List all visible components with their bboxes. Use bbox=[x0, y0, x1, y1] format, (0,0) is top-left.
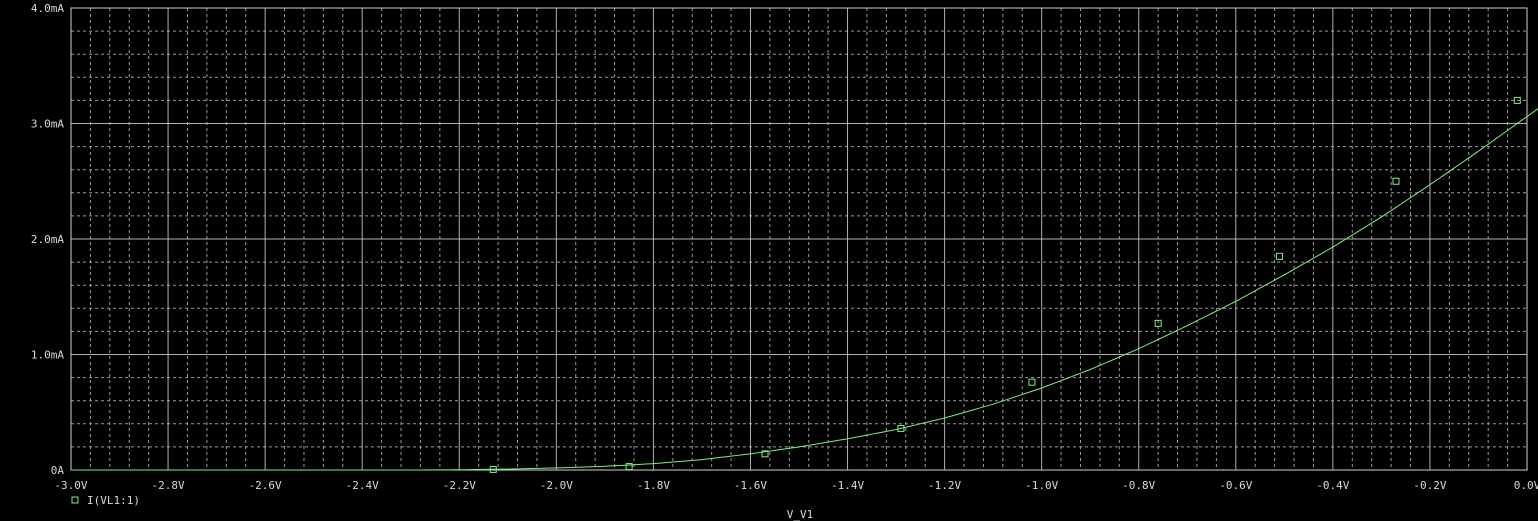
grid-layer bbox=[70, 7, 1528, 471]
x-tick-label: -2.6V bbox=[249, 479, 282, 492]
x-tick-label: -1.0V bbox=[1025, 479, 1058, 492]
tick-label-layer: -3.0V -2.8V -2.6V -2.4V -2.2V -2.0V -1.8V -1.6V… bbox=[31, 2, 1538, 492]
x-tick-label: -0.8V bbox=[1122, 479, 1155, 492]
plot-border bbox=[70, 7, 1528, 471]
x-tick-label: -2.4V bbox=[346, 479, 379, 492]
data-point-marker bbox=[625, 463, 633, 471]
legend-label: I(VL1:1) bbox=[87, 494, 140, 507]
x-axis-title: V_V1 bbox=[787, 508, 814, 521]
x-tick-label: -2.2V bbox=[443, 479, 476, 492]
trace-layer bbox=[71, 96, 1538, 473]
data-point-marker bbox=[897, 424, 905, 432]
data-point-marker bbox=[1275, 252, 1283, 260]
y-tick-label: 1.0mA bbox=[31, 349, 64, 362]
series-line-i-vl1-1- bbox=[71, 108, 1538, 471]
x-tick-label: -0.2V bbox=[1413, 479, 1446, 492]
y-tick-label: 4.0mA bbox=[31, 2, 64, 15]
legend[interactable]: I(VL1:1) bbox=[71, 494, 140, 507]
x-tick-label: -1.6V bbox=[734, 479, 767, 492]
data-point-marker bbox=[1154, 319, 1162, 327]
x-tick-label: -1.4V bbox=[831, 479, 864, 492]
x-tick-label: -0.6V bbox=[1219, 479, 1252, 492]
data-point-marker bbox=[761, 450, 769, 458]
x-tick-label: -1.2V bbox=[928, 479, 961, 492]
data-point-marker bbox=[1028, 378, 1036, 386]
x-tick-label: -0.4V bbox=[1316, 479, 1349, 492]
x-tick-label: -3.0V bbox=[54, 479, 87, 492]
legend-marker-icon bbox=[71, 496, 79, 504]
data-point-marker bbox=[1513, 96, 1521, 104]
data-point-marker bbox=[489, 465, 497, 473]
x-tick-label: -1.8V bbox=[637, 479, 670, 492]
y-tick-label: 3.0mA bbox=[31, 118, 64, 131]
x-tick-label: -2.8V bbox=[152, 479, 185, 492]
y-tick-label: 0A bbox=[51, 464, 65, 477]
x-tick-label: 0.0V bbox=[1514, 479, 1538, 492]
y-tick-label: 2.0mA bbox=[31, 233, 64, 246]
data-point-marker bbox=[1392, 177, 1400, 185]
x-tick-label: -2.0V bbox=[540, 479, 573, 492]
